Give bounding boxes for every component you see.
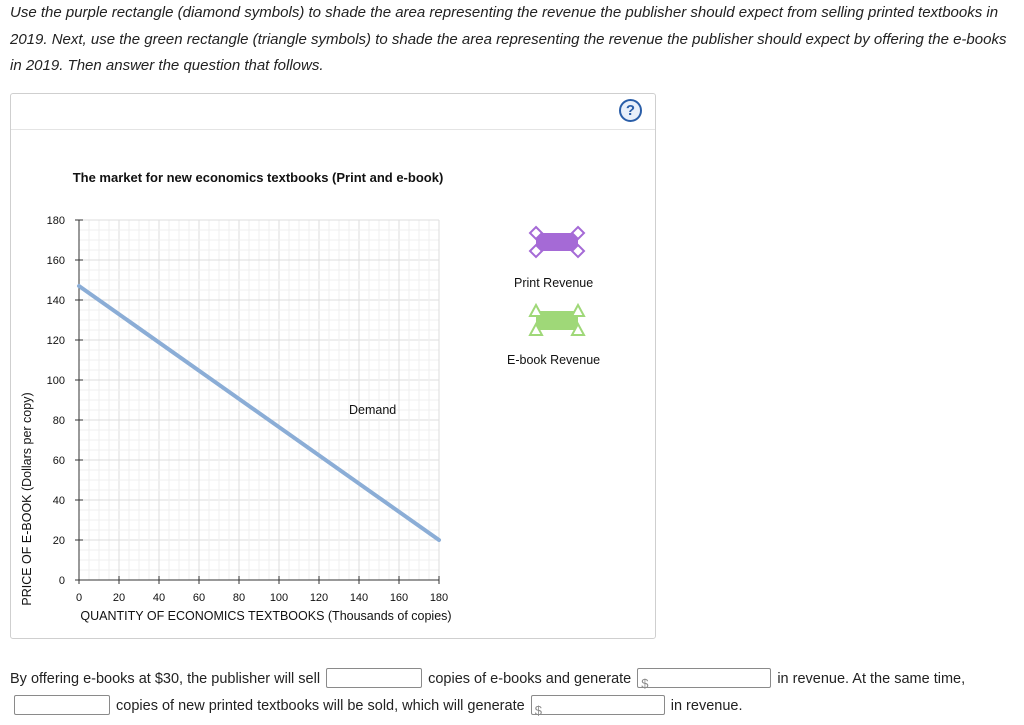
x-tick-label: 180 <box>430 592 448 604</box>
chart-series <box>77 284 441 542</box>
help-icon[interactable]: ? <box>619 99 642 122</box>
x-tick-label: 40 <box>153 592 165 604</box>
y-axis-title: PRICE OF E-BOOK (Dollars per copy) <box>20 392 34 606</box>
currency-symbol: $ <box>534 703 542 719</box>
ebook-revenue-label: E-book Revenue <box>507 353 601 367</box>
x-tick-label: 20 <box>113 592 125 604</box>
answer-text-1: By offering e-books at $30, the publishe… <box>10 671 321 687</box>
ebook-revenue-tool[interactable] <box>528 302 586 336</box>
panel-toolbar: ? <box>11 94 655 130</box>
x-tick-label: 100 <box>270 592 288 604</box>
x-tick-label: 120 <box>310 592 328 604</box>
chart-title: The market for new economics textbooks (… <box>72 170 444 185</box>
diamond-marker-icon <box>570 225 586 241</box>
x-tick-label: 80 <box>233 592 245 604</box>
y-tick-label: 100 <box>47 375 65 387</box>
print-copies-input[interactable] <box>14 695 110 716</box>
print-revenue-input[interactable]: $ <box>530 695 665 718</box>
ebook-revenue-input[interactable]: $ <box>637 668 772 691</box>
answer-text-5: in revenue. <box>670 698 743 714</box>
instructions-text: Use the purple rectangle (diamond symbol… <box>10 4 1007 74</box>
chart-svg[interactable]: 0 20 40 60 80 100 120 140 160 180 0 20 40 60 80 100 120 1… <box>11 94 655 638</box>
answer-text-4: copies of new printed textbooks will be … <box>116 698 525 714</box>
print-revenue-rect[interactable] <box>536 233 578 251</box>
chart-axes <box>78 220 439 581</box>
y-tick-label: 80 <box>53 415 65 427</box>
y-tick-label: 20 <box>53 535 65 547</box>
diamond-marker-icon <box>528 225 544 241</box>
question-text: By offering e-books at $30, the publishe… <box>10 666 1020 720</box>
chart-grid <box>78 219 440 581</box>
triangle-marker-icon <box>570 321 586 336</box>
x-tick-label: 140 <box>350 592 368 604</box>
y-tick-label: 160 <box>47 255 65 267</box>
diamond-marker-icon <box>570 243 586 259</box>
x-axis-title: QUANTITY OF ECONOMICS TEXTBOOKS (Thousan… <box>80 609 452 623</box>
y-tick-label: 60 <box>53 455 65 467</box>
print-revenue-tool[interactable] <box>528 225 586 259</box>
answer-text-3: in revenue. At the same time, <box>777 671 966 687</box>
y-tick-label: 180 <box>47 215 65 227</box>
chart-ticks: 0 20 40 60 80 100 120 140 160 180 0 20 40 60 80 100 120 1… <box>47 215 449 604</box>
graph-panel: ? The market for new economics textbooks… <box>10 93 656 639</box>
triangle-marker-icon <box>528 302 544 317</box>
x-tick-label: 0 <box>76 592 82 604</box>
triangle-marker-icon <box>570 302 586 317</box>
y-tick-label: 40 <box>53 495 65 507</box>
series-label-demand: Demand <box>349 403 396 417</box>
x-tick-label: 60 <box>193 592 205 604</box>
answer-text-2: copies of e-books and generate <box>428 671 632 687</box>
x-tick-label: 160 <box>390 592 408 604</box>
demand-curve <box>77 284 441 542</box>
currency-symbol: $ <box>641 676 649 692</box>
print-revenue-label: Print Revenue <box>514 276 594 290</box>
triangle-marker-icon <box>528 321 544 336</box>
ebook-copies-input[interactable] <box>326 668 423 689</box>
ebook-revenue-rect[interactable] <box>536 311 578 330</box>
diamond-marker-icon <box>528 243 544 259</box>
y-tick-label: 140 <box>47 295 65 307</box>
y-tick-label: 120 <box>47 335 65 347</box>
y-tick-label: 0 <box>59 575 65 587</box>
